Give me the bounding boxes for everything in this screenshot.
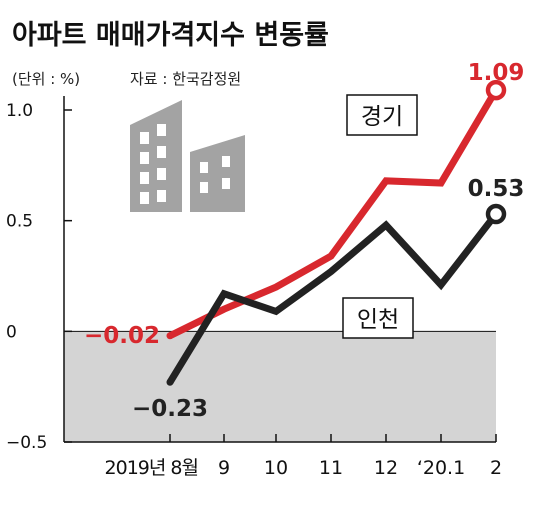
series-line-incheon — [167, 211, 499, 385]
y-tick-label: 0.5 — [6, 212, 33, 232]
building-icon — [130, 100, 245, 212]
y-tick-label: −0.5 — [6, 433, 47, 453]
x-tick-label: 9 — [218, 457, 230, 479]
series-start-label: −0.02 — [84, 323, 160, 349]
x-tick-label: 10 — [264, 457, 288, 479]
axes — [63, 96, 496, 443]
source-note: 자료 : 한국감정원 — [130, 70, 241, 88]
series-name-box — [346, 94, 418, 136]
x-tick-label: 12 — [374, 457, 398, 479]
series-end-label: 1.09 — [468, 60, 525, 86]
y-tick-label: 0 — [6, 322, 17, 342]
x-tick-label: ‘20.1 — [417, 457, 465, 479]
x-tick-label: 2 — [490, 457, 502, 479]
negative-area-shading — [64, 331, 496, 442]
series-line-gyeonggi — [168, 88, 500, 339]
chart-title: 아파트 매매가격지수 변동률 — [12, 20, 329, 51]
series-name-label: 인천 — [357, 307, 399, 333]
x-tick-label: 2019년 8월 — [105, 457, 198, 479]
series-start-point — [166, 378, 174, 386]
unit-note: (단위 : %) — [12, 70, 80, 88]
y-tick-label: 1.0 — [6, 101, 33, 121]
series-end-point — [485, 79, 507, 101]
series-start-point — [166, 332, 174, 340]
series-end-label: 0.53 — [468, 176, 525, 202]
series-name-box — [342, 297, 414, 339]
series-end-point — [485, 203, 507, 225]
x-tick-label: 11 — [319, 457, 343, 479]
series-name-label: 경기 — [361, 104, 403, 130]
series-start-label: −0.23 — [132, 396, 208, 422]
